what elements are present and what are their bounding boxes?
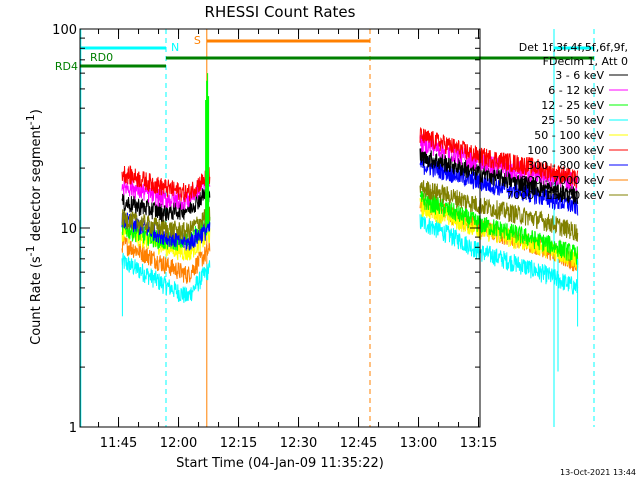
legend-entry-3: 25 - 50 keV bbox=[541, 114, 604, 127]
x-tick-label-12-30: 12:30 bbox=[280, 436, 317, 451]
series-trace-7-seg1 bbox=[121, 234, 211, 284]
axes-layer: 1 10 100 11:45 12:00 12:15 12:30 12:45 13:00 13:1… bbox=[52, 23, 497, 451]
legend-entry-0: 3 - 6 keV bbox=[555, 69, 604, 82]
legend-entry-8: 7000 - 15000 keV bbox=[506, 189, 604, 202]
legend-entry-4: 50 - 100 keV bbox=[534, 129, 604, 142]
legend-entry-1: 6 - 12 keV bbox=[548, 84, 604, 97]
state-label-n: N bbox=[171, 41, 179, 54]
y-axis-label: Count Rate (s-1 detector segment-1) bbox=[24, 109, 44, 345]
legend-entry-2: 12 - 25 keV bbox=[541, 99, 604, 112]
legend-header-1: FDecim 1, Att 0 bbox=[543, 55, 628, 68]
x-tick-label-13-15: 13:15 bbox=[460, 436, 497, 451]
series-trace-5-seg2 bbox=[419, 126, 579, 188]
x-tick-label-12-00: 12:00 bbox=[160, 436, 197, 451]
state-label-rd0: RD0 bbox=[90, 51, 113, 64]
state-label-rd4: RD4 bbox=[55, 60, 78, 73]
legend-entry-7: 800 - 7000 keV bbox=[520, 174, 604, 187]
y-axis-label-mid: detector segment bbox=[29, 125, 44, 245]
spike-trace bbox=[205, 73, 210, 224]
generation-timestamp: 13-Oct-2021 13:44 bbox=[560, 468, 636, 477]
series-trace-5-seg1 bbox=[121, 164, 211, 203]
series-trace-8-seg2 bbox=[419, 180, 579, 242]
legend-entry-6: 300 - 800 keV bbox=[527, 159, 604, 172]
svg-text:Count Rate (s-1 detector segme: Count Rate (s-1 detector segment-1) bbox=[24, 109, 44, 345]
series-trace-3-seg1 bbox=[121, 252, 211, 303]
series-trace-0-seg2 bbox=[419, 148, 579, 205]
legend-entry-5: 100 - 300 keV bbox=[527, 144, 604, 157]
chart-title: RHESSI Count Rates bbox=[205, 3, 356, 21]
x-tick-label-12-45: 12:45 bbox=[340, 436, 377, 451]
series-trace-2-seg2 bbox=[419, 191, 579, 265]
y-axis-label-sup2: -1 bbox=[24, 114, 37, 125]
series-trace-3-seg2 bbox=[419, 214, 579, 295]
y-axis-label-sup: -1 bbox=[24, 245, 37, 256]
y-tick-label-1: 1 bbox=[69, 421, 77, 436]
x-tick-label-12-15: 12:15 bbox=[220, 436, 257, 451]
data-layer: N S RD0 RD4 bbox=[55, 29, 595, 427]
x-axis-label: Start Time (04-Jan-09 11:35:22) bbox=[176, 456, 384, 471]
x-tick-label-11-45: 11:45 bbox=[100, 436, 137, 451]
state-label-s: S bbox=[194, 34, 201, 47]
y-axis-label-main: Count Rate (s bbox=[29, 256, 44, 345]
legend-header-0: Det 1f,3f,4f,5f,6f,9f, bbox=[519, 41, 628, 54]
y-axis-label-end: ) bbox=[29, 109, 44, 114]
legend: Det 1f,3f,4f,5f,6f,9f,FDecim 1, Att 03 -… bbox=[506, 41, 628, 202]
series-trace-8-seg1 bbox=[121, 205, 211, 241]
y-tick-label-100: 100 bbox=[52, 23, 77, 38]
x-tick-label-13-00: 13:00 bbox=[400, 436, 437, 451]
y-tick-label-10: 10 bbox=[60, 222, 77, 237]
series-trace-0-seg1 bbox=[121, 184, 211, 222]
